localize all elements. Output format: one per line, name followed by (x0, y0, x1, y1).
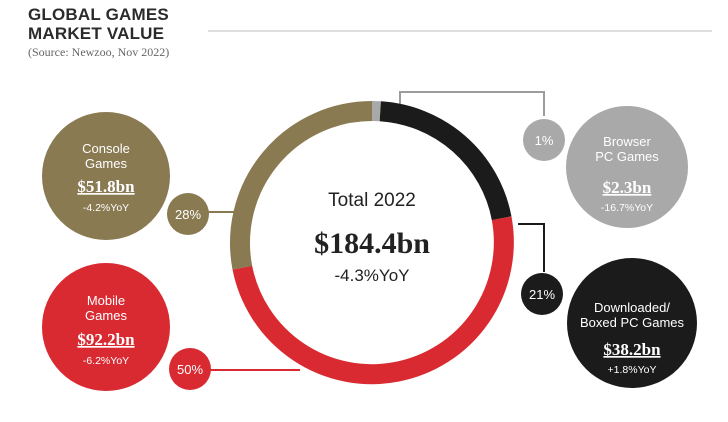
console-name-line2: Games (85, 156, 127, 171)
downloaded-name-line2: Boxed PC Games (580, 315, 685, 330)
browser-yoy-label: -16.7%YoY (601, 202, 653, 214)
mobile-pct-badge: 50% (169, 348, 211, 390)
browser-bubble: Browser PC Games $2.3bn -16.7%YoY (566, 106, 688, 228)
source-note: (Source: Newzoo, Nov 2022) (28, 45, 169, 59)
center-total-label: Total 2022 (328, 190, 416, 211)
mobile-value-label: $92.2bn (77, 330, 135, 349)
console-bubble: Console Games $51.8bn -4.2%YoY (42, 112, 170, 240)
downloaded-yoy-label: +1.8%YoY (608, 364, 657, 376)
downloaded-name-line1: Downloaded/ (594, 300, 670, 315)
browser-bubble-circle (566, 106, 688, 228)
browser-name-line2: PC Games (595, 149, 659, 164)
downloaded-bubble-circle (567, 258, 697, 388)
mobile-name-line1: Mobile (87, 293, 125, 308)
browser-value-label: $2.3bn (603, 178, 652, 197)
console-pct-circle (167, 193, 209, 235)
title-line-1: GLOBAL GAMES (28, 5, 169, 24)
downloaded-pct-badge: 21% (521, 273, 563, 315)
mobile-yoy-label: -6.2%YoY (83, 355, 129, 367)
console-value-label: $51.8bn (77, 177, 135, 196)
center-total-yoy: -4.3%YoY (335, 266, 410, 285)
center-total-value: $184.4bn (314, 227, 430, 260)
donut-ring (230, 100, 514, 385)
mobile-name-line2: Games (85, 308, 127, 323)
downloaded-bubble: Downloaded/ Boxed PC Games $38.2bn +1.8%… (567, 258, 697, 388)
console-pct-badge: 28% (167, 193, 209, 235)
connector-downloaded (518, 223, 545, 272)
mobile-pct-label: 50% (177, 362, 203, 377)
downloaded-pct-circle (521, 273, 563, 315)
downloaded-value-label: $38.2bn (603, 340, 661, 359)
donut-segment-console (230, 101, 373, 270)
console-name-line1: Console (82, 141, 130, 156)
console-pct-label: 28% (175, 207, 201, 222)
title-line-2: MARKET VALUE (28, 24, 164, 43)
console-bubble-circle (42, 112, 170, 240)
mobile-bubble: Mobile Games $92.2bn -6.2%YoY (42, 263, 170, 391)
mobile-pct-circle (169, 348, 211, 390)
browser-pct-badge: 1% (523, 119, 565, 161)
browser-name-line1: Browser (603, 134, 651, 149)
browser-pct-circle (523, 119, 565, 161)
console-yoy-label: -4.2%YoY (83, 202, 129, 214)
donut-segment-downloaded (379, 101, 512, 221)
donut-segment-mobile (232, 216, 514, 385)
downloaded-pct-label: 21% (529, 287, 555, 302)
connector-browser (399, 91, 545, 116)
browser-pct-label: 1% (535, 133, 554, 148)
mobile-bubble-circle (42, 263, 170, 391)
